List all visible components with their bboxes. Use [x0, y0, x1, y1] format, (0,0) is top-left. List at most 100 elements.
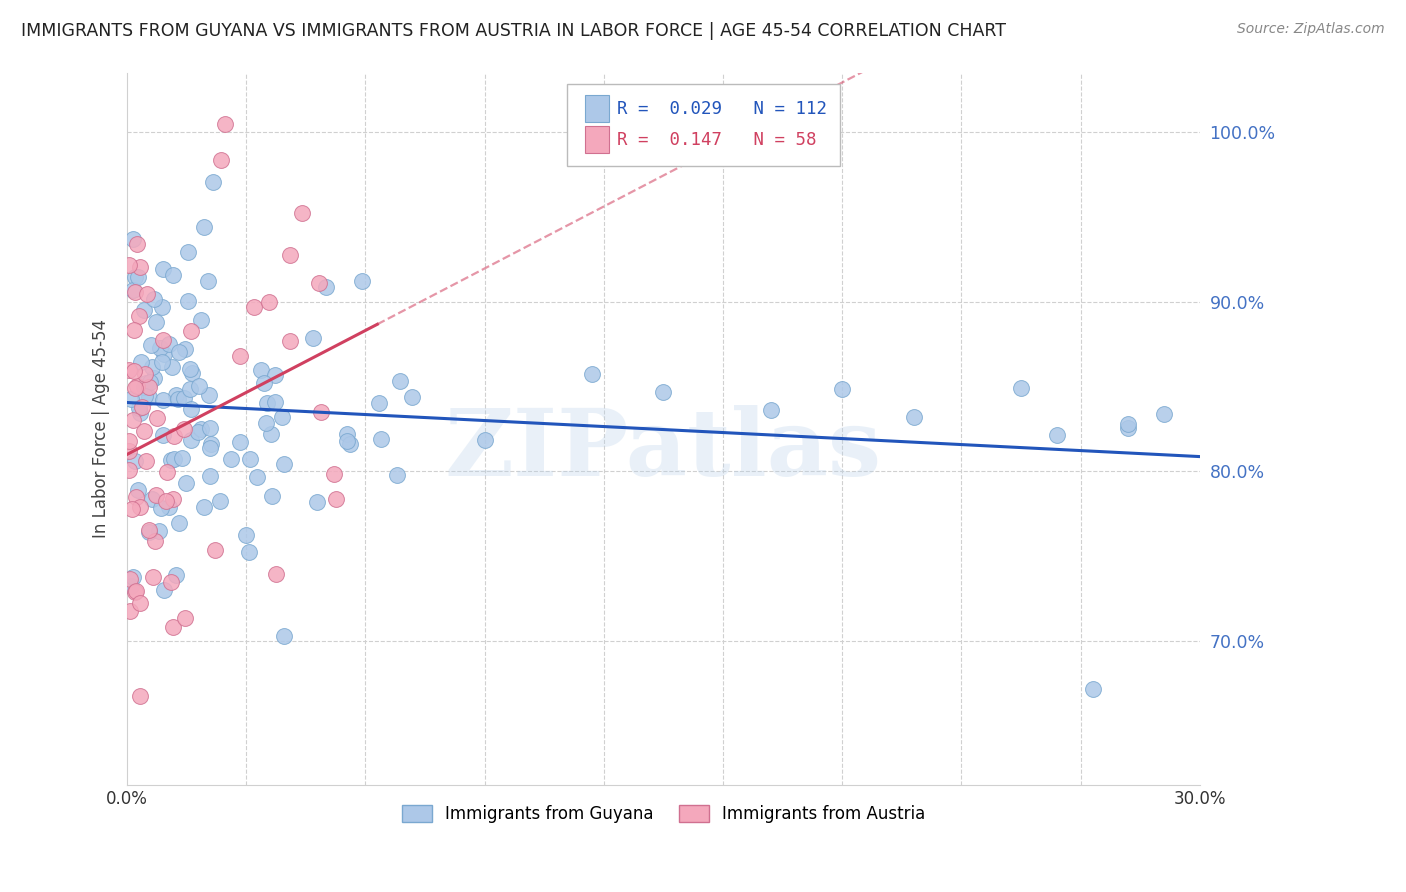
Point — [125, 491, 148, 505]
Point — [336, 427, 359, 442]
Point — [131, 400, 153, 414]
Point — [174, 611, 197, 625]
Point — [155, 494, 177, 508]
Point — [198, 468, 221, 483]
Point — [134, 389, 156, 403]
Point — [187, 425, 209, 439]
Point — [124, 285, 146, 300]
Point — [135, 376, 157, 390]
Point — [193, 219, 215, 234]
Point — [134, 368, 156, 382]
Point — [148, 524, 170, 539]
Point — [301, 331, 323, 345]
Point — [152, 333, 174, 347]
Point — [150, 501, 173, 516]
Point — [474, 433, 496, 447]
Point — [173, 392, 195, 406]
Point — [159, 452, 181, 467]
Point — [204, 542, 226, 557]
Point — [166, 392, 188, 407]
Point — [136, 287, 159, 301]
Point — [118, 463, 141, 477]
Point — [138, 523, 160, 537]
Point — [208, 493, 231, 508]
Point — [146, 410, 169, 425]
Point — [122, 323, 145, 337]
Point — [271, 409, 294, 424]
Point — [190, 422, 212, 436]
Point — [278, 334, 301, 348]
Point — [228, 434, 250, 449]
Text: R =  0.147   N = 58: R = 0.147 N = 58 — [617, 131, 817, 149]
Point — [152, 582, 174, 597]
Point — [238, 545, 260, 559]
Point — [156, 465, 179, 479]
Point — [127, 236, 149, 251]
Text: ZIPatlas: ZIPatlas — [444, 405, 882, 495]
Point — [260, 427, 283, 442]
Point — [152, 393, 174, 408]
Point — [153, 347, 176, 361]
FancyBboxPatch shape — [585, 127, 609, 153]
Point — [163, 429, 186, 443]
Point — [143, 293, 166, 307]
Point — [129, 355, 152, 369]
Point — [121, 502, 143, 516]
Point — [323, 467, 346, 482]
Point — [179, 362, 201, 376]
Point — [278, 248, 301, 262]
Point — [129, 689, 152, 703]
Point — [180, 324, 202, 338]
Point — [253, 376, 276, 391]
Point — [120, 572, 142, 586]
Point — [197, 274, 219, 288]
Point — [138, 390, 160, 404]
FancyBboxPatch shape — [567, 84, 841, 166]
Point — [139, 375, 162, 389]
Point — [163, 452, 186, 467]
Point — [652, 384, 675, 399]
Point — [264, 395, 287, 409]
Point — [188, 379, 211, 393]
Point — [219, 452, 242, 467]
Point — [128, 401, 150, 416]
Point — [388, 374, 411, 388]
Point — [370, 432, 392, 446]
Point — [142, 570, 165, 584]
Point — [118, 363, 141, 377]
Point — [368, 396, 391, 410]
Point — [352, 274, 374, 288]
Point — [180, 367, 202, 381]
Point — [139, 338, 162, 352]
Point — [315, 280, 337, 294]
Point — [157, 500, 180, 514]
Point — [129, 596, 152, 610]
Point — [118, 434, 141, 448]
Point — [118, 258, 141, 272]
Point — [124, 585, 146, 599]
Point — [145, 315, 167, 329]
Point — [122, 283, 145, 297]
Point — [141, 359, 163, 374]
Point — [581, 367, 603, 381]
Point — [239, 451, 262, 466]
Point — [162, 491, 184, 506]
FancyBboxPatch shape — [585, 95, 609, 122]
Point — [385, 467, 408, 482]
Point — [198, 388, 221, 402]
Point — [127, 269, 149, 284]
Point — [122, 413, 145, 427]
Point — [831, 382, 853, 396]
Point — [245, 470, 267, 484]
Point — [190, 313, 212, 327]
Point — [152, 428, 174, 442]
Point — [264, 368, 287, 382]
Point — [325, 491, 347, 506]
Point — [120, 578, 142, 592]
Point — [167, 516, 190, 530]
Point — [273, 629, 295, 643]
Text: R =  0.029   N = 112: R = 0.029 N = 112 — [617, 100, 827, 118]
Point — [193, 500, 215, 515]
Point — [128, 500, 150, 515]
Point — [257, 294, 280, 309]
